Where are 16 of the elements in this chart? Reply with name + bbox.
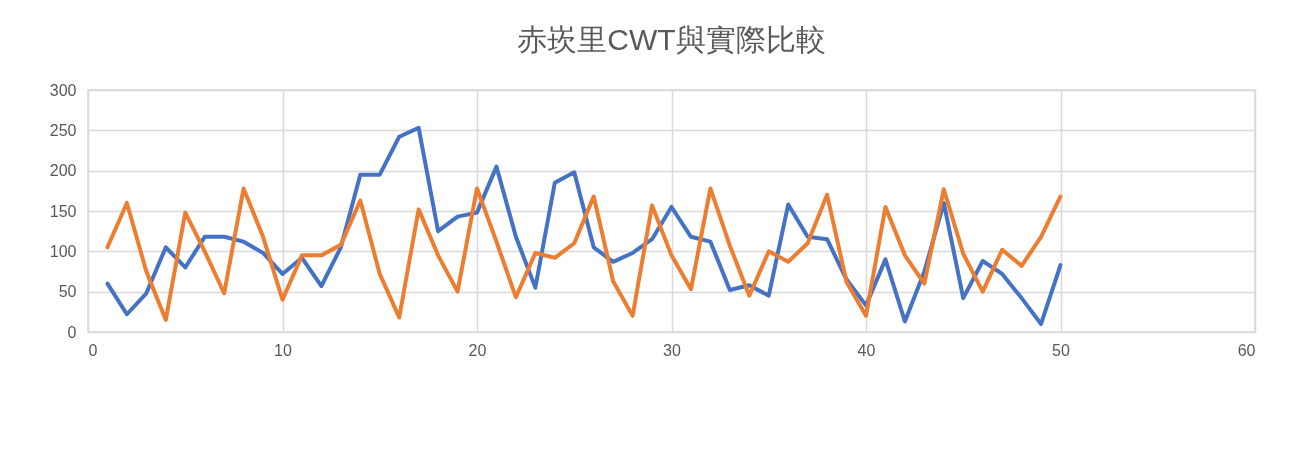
y-tick-label: 0	[67, 323, 77, 341]
y-tick-label: 200	[49, 162, 77, 180]
x-tick-label: 30	[663, 341, 681, 359]
y-tick-label: 50	[58, 283, 77, 301]
line-series	[105, 186, 1063, 322]
x-tick-label: 10	[274, 341, 292, 359]
y-tick-label: 250	[49, 121, 77, 139]
chart-title: 赤崁里CWT與實際比較	[517, 23, 826, 56]
x-tick-label: 20	[468, 341, 487, 359]
y-tick-label: 300	[49, 81, 77, 99]
x-tick-label: 60	[1237, 341, 1256, 359]
y-tick-label: 150	[49, 202, 77, 220]
y-tick-label: 100	[49, 242, 77, 260]
x-tick-label: 0	[88, 341, 98, 359]
x-tick-label: 50	[1052, 341, 1070, 359]
x-tick-label: 40	[857, 341, 876, 359]
